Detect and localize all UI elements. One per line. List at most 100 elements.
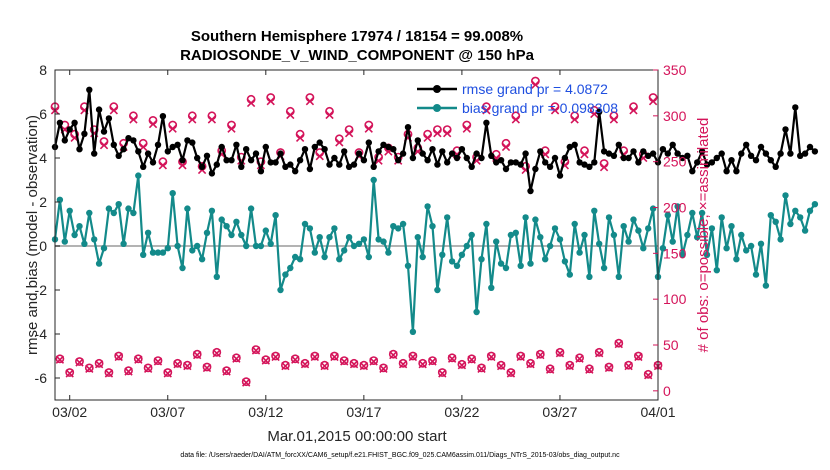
data-point xyxy=(238,163,245,170)
data-point xyxy=(135,172,142,179)
obs-assimilated-point xyxy=(599,163,609,172)
obs-assimilated-point xyxy=(183,361,192,371)
obs-possible-point xyxy=(310,351,320,361)
data-point xyxy=(625,154,632,162)
data-point xyxy=(282,163,289,170)
data-point xyxy=(365,253,372,261)
data-point xyxy=(605,150,613,157)
data-point xyxy=(728,157,735,164)
data-point xyxy=(91,236,98,243)
data-point xyxy=(71,119,78,127)
obs-possible-point xyxy=(565,360,575,370)
data-point xyxy=(640,245,647,252)
data-point xyxy=(164,148,171,155)
data-point xyxy=(110,209,118,217)
y-right-tick-label: 0 xyxy=(663,383,671,399)
data-point xyxy=(532,165,539,173)
data-point xyxy=(316,139,323,146)
data-point xyxy=(684,152,691,159)
data-point xyxy=(527,187,534,195)
x-axis-label: Mar.01,2015 00:00:00 start xyxy=(267,428,447,445)
data-point xyxy=(105,115,113,122)
data-point xyxy=(154,141,162,148)
data-point xyxy=(257,168,265,175)
obs-assimilated-point xyxy=(408,352,418,362)
data-point xyxy=(659,146,667,153)
obs-assimilated-point xyxy=(335,138,344,147)
obs-assimilated-point xyxy=(158,161,168,170)
data-point xyxy=(708,225,716,232)
obs-possible-point xyxy=(300,358,310,368)
obs-assimilated-point xyxy=(496,361,506,371)
data-point xyxy=(752,157,760,164)
data-point xyxy=(576,159,583,166)
data-point xyxy=(473,308,480,316)
obs-assimilated-point xyxy=(447,354,457,363)
data-point xyxy=(350,161,358,168)
data-point xyxy=(218,143,225,151)
series-line xyxy=(53,174,816,333)
obs-assimilated-point xyxy=(99,141,109,150)
data-point xyxy=(115,201,122,208)
data-point xyxy=(95,106,103,113)
data-point xyxy=(125,135,132,142)
data-point xyxy=(728,223,735,230)
data-point xyxy=(512,229,519,236)
obs-assimilated-point xyxy=(246,98,256,108)
obs-assimilated-point xyxy=(531,80,540,89)
data-point xyxy=(419,150,426,157)
data-point xyxy=(581,231,588,239)
obs-assimilated-point xyxy=(595,349,604,358)
data-point xyxy=(125,205,132,212)
data-point xyxy=(179,264,186,272)
data-point xyxy=(164,245,171,252)
data-point xyxy=(772,218,779,225)
obs-assimilated-point xyxy=(281,361,290,371)
data-point xyxy=(463,242,470,250)
data-point xyxy=(448,150,456,157)
obs-assimilated-point xyxy=(193,350,202,360)
data-point xyxy=(149,249,157,256)
data-point xyxy=(105,205,113,212)
obs-possible-point xyxy=(349,358,359,368)
y-tick-label: 2 xyxy=(39,194,47,210)
data-point xyxy=(316,234,323,241)
data-point xyxy=(615,273,622,280)
data-point xyxy=(409,328,417,335)
data-point xyxy=(797,214,804,221)
obs-assimilated-point xyxy=(168,124,177,133)
data-point xyxy=(757,240,765,247)
data-point xyxy=(502,165,510,173)
data-point xyxy=(350,242,358,250)
obs-possible-point xyxy=(271,351,280,361)
data-point xyxy=(262,227,269,234)
obs-possible-point xyxy=(516,351,526,361)
obs-assimilated-point xyxy=(359,361,369,371)
data-point xyxy=(385,249,392,256)
obs-possible-point xyxy=(124,366,133,376)
y-axis-right: 0 50 100 150 200 250 300 350 xyxy=(653,62,687,399)
y-right-tick-label: 50 xyxy=(663,337,679,353)
obs-assimilated-point xyxy=(555,349,565,358)
data-point xyxy=(174,141,181,148)
data-point xyxy=(81,240,88,247)
data-point xyxy=(708,159,716,166)
obs-assimilated-point xyxy=(526,360,535,369)
data-point xyxy=(483,119,490,127)
obs-assimilated-point xyxy=(134,355,143,364)
obs-assimilated-point xyxy=(428,357,437,366)
data-point xyxy=(792,104,799,111)
data-point xyxy=(801,150,809,157)
data-point xyxy=(233,141,240,148)
data-point xyxy=(703,161,711,168)
data-point xyxy=(370,176,377,184)
obs-assimilated-point xyxy=(369,357,378,366)
data-point xyxy=(664,212,671,219)
obs-assimilated-point xyxy=(55,355,65,364)
data-point xyxy=(576,249,583,256)
data-point xyxy=(91,150,98,157)
obs-possible-point xyxy=(153,356,163,365)
data-point xyxy=(282,271,289,278)
obs-assimilated-point xyxy=(148,119,158,129)
data-point xyxy=(223,157,230,164)
